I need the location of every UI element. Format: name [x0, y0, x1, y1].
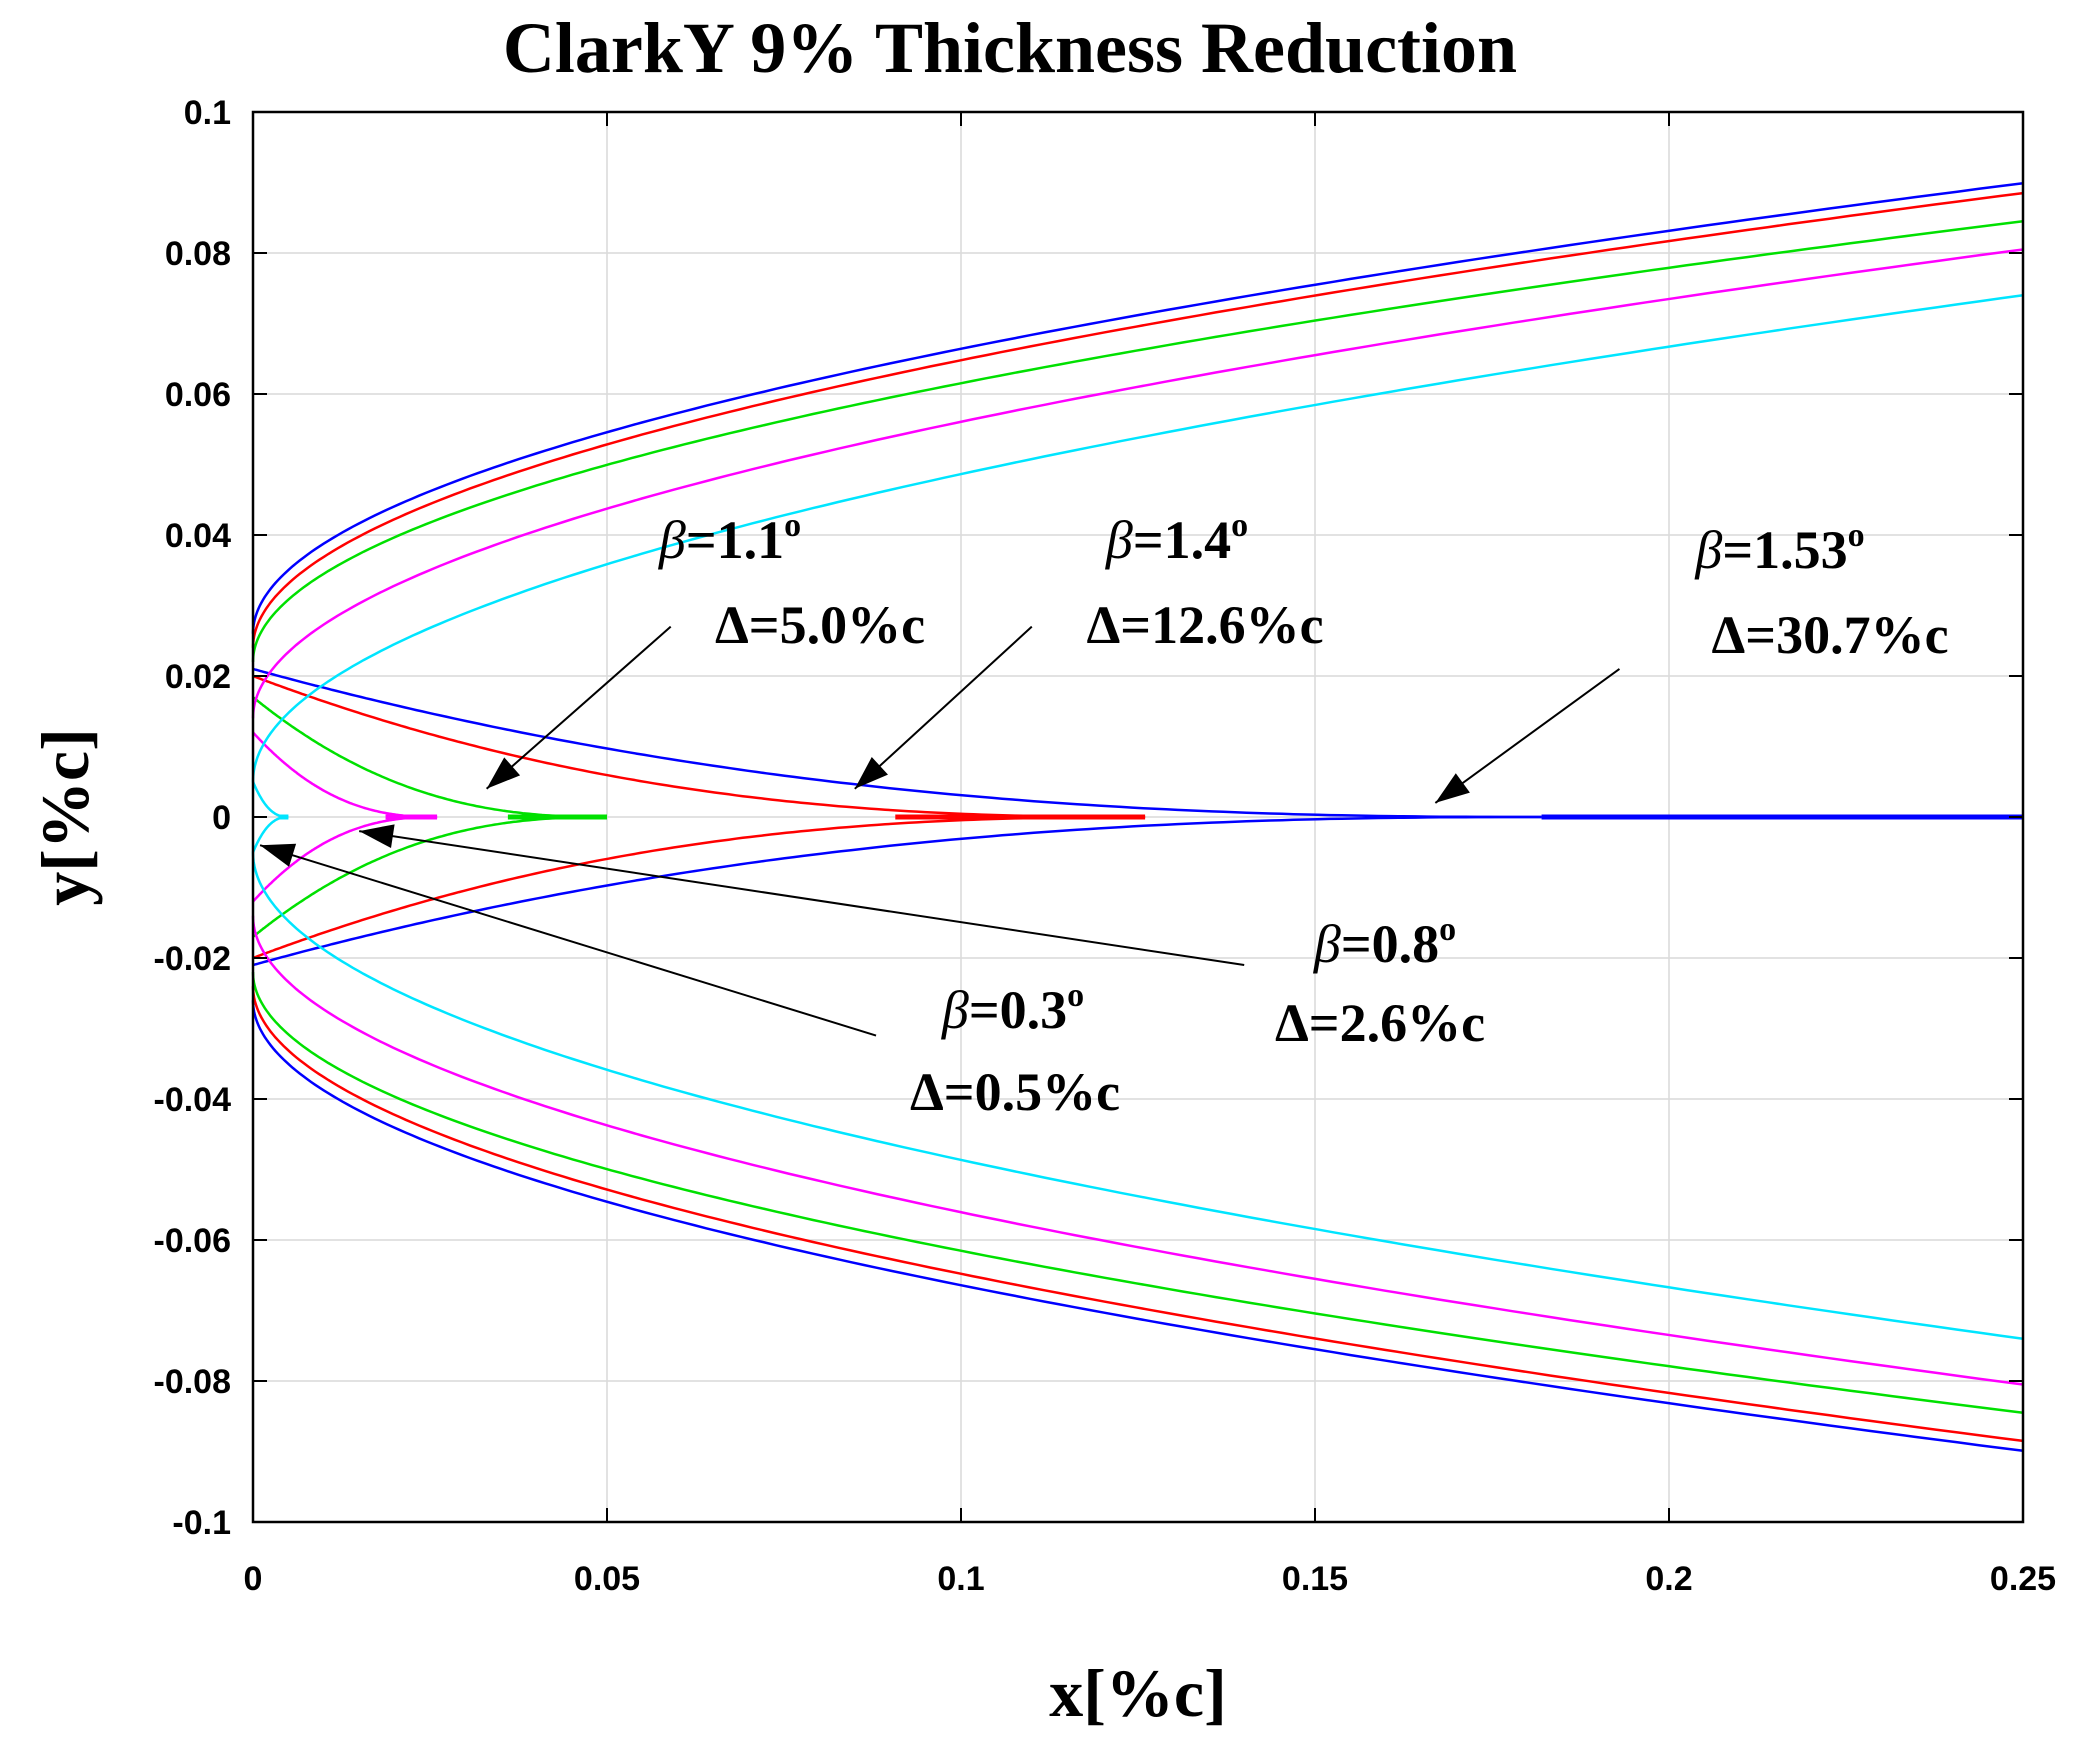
arrow-head: [854, 756, 888, 789]
curve-lower-outer: [251, 1000, 2024, 1453]
curve-upper-inner: [252, 674, 1146, 819]
beta-value: =1.4: [1133, 510, 1231, 570]
beta-value: =1.1: [686, 510, 784, 570]
annotation-delta-5-0: Δ=5.0%c: [715, 595, 925, 655]
curve-upper-inner: [252, 695, 607, 819]
curve-lower-outer: [251, 852, 2024, 1340]
x-ticks: 0 0.05 0.1 0.15 0.2 0.25: [244, 112, 2056, 1598]
x-tick-label: 0.1: [937, 1560, 984, 1598]
curves: [251, 181, 2024, 1453]
beta-symbol: β: [941, 980, 969, 1040]
chart-title: ClarkY 9% Thickness Reduction: [503, 8, 1517, 88]
y-tick-label: 0.1: [184, 94, 231, 132]
arrows: [259, 625, 1621, 1037]
curve-lower-outer: [251, 972, 2024, 1414]
arrow-head: [1435, 773, 1470, 803]
arrow-line: [259, 844, 877, 1037]
y-tick-label: -0.1: [172, 1504, 231, 1542]
arrow-head: [260, 843, 297, 867]
curve-upper-outer: [251, 294, 2024, 782]
beta-value: =1.53: [1722, 520, 1847, 580]
series-beta-1.1: [251, 220, 2024, 1414]
beta-symbol: β: [1105, 510, 1133, 570]
degree-superscript: o: [1231, 507, 1248, 544]
curve-lower-outer: [251, 986, 2024, 1443]
x-tick-label: 0.15: [1282, 1560, 1348, 1598]
curve-lower-inner: [252, 815, 607, 938]
y-tick-label: -0.08: [154, 1363, 232, 1401]
x-tick-label: 0.05: [574, 1560, 640, 1598]
y-tick-label: -0.04: [154, 1081, 232, 1119]
arrow-head: [486, 757, 521, 789]
annotation-beta-1-4: β=1.4o: [1105, 507, 1248, 570]
beta-symbol: β: [1694, 520, 1722, 580]
degree-superscript: o: [784, 507, 801, 544]
annotation-beta-0-8: β=0.8o: [1313, 911, 1456, 974]
y-tick-label: -0.02: [154, 940, 232, 978]
y-tick-label: 0.02: [165, 658, 231, 696]
y-tick-label: 0.08: [165, 235, 231, 273]
arrow-line: [854, 625, 1033, 790]
y-tick-label: 0.06: [165, 376, 231, 414]
arrow-head: [359, 824, 395, 849]
degree-superscript: o: [1848, 517, 1865, 554]
series-beta-1.4: [251, 191, 2024, 1443]
beta-value: =0.8: [1341, 914, 1439, 974]
x-tick-label: 0.25: [1990, 1560, 2056, 1598]
degree-superscript: o: [1067, 977, 1084, 1014]
curve-upper-inner: [252, 667, 1542, 819]
y-tick-label: 0: [212, 799, 231, 837]
annotation-delta-12-6: Δ=12.6%c: [1086, 595, 1323, 655]
curve-upper-inner: [251, 780, 289, 819]
annotation-delta-2-6: Δ=2.6%c: [1275, 993, 1485, 1053]
annotation-delta-30-7: Δ=30.7%c: [1711, 605, 1948, 665]
x-tick-label: 0.2: [1645, 1560, 1692, 1598]
series-beta-0.3: [251, 294, 2024, 1340]
annotation-beta-1-53: β=1.53o: [1694, 517, 1864, 580]
y-tick-label: 0.04: [165, 517, 231, 555]
curve-upper-outer: [251, 248, 2024, 719]
beta-symbol: β: [658, 510, 686, 570]
curve-lower-inner: [252, 815, 1146, 960]
curve-upper-inner: [252, 731, 438, 819]
arrow-line: [1434, 668, 1621, 804]
curve-upper-outer: [251, 220, 2024, 662]
annotation-beta-1-1: β=1.1o: [658, 507, 801, 570]
annotation-delta-0-5: Δ=0.5%c: [910, 1062, 1120, 1122]
beta-value: =0.3: [969, 980, 1067, 1040]
y-tick-label: -0.06: [154, 1222, 232, 1260]
y-ticks: 0.1 0.08 0.06 0.04 0.02 0 -0.02 -0.04 -0.06 -0.08…: [154, 94, 2023, 1542]
grid: [253, 112, 2023, 1522]
arrow-line: [485, 625, 672, 790]
x-axis-label: x[%c]: [1049, 1655, 1226, 1731]
annotation-beta-0-3: β=0.3o: [941, 977, 1084, 1040]
beta-symbol: β: [1313, 914, 1341, 974]
x-tick-label: 0: [244, 1560, 263, 1598]
y-axis-label: y[%c]: [27, 728, 103, 905]
curve-upper-outer: [251, 191, 2024, 648]
series-beta-1.53: [251, 181, 2024, 1453]
degree-superscript: o: [1439, 911, 1456, 948]
curve-lower-outer: [251, 915, 2024, 1386]
arrow-line: [359, 830, 1245, 967]
curve-upper-outer: [251, 181, 2024, 634]
curve-lower-inner: [252, 815, 1542, 967]
